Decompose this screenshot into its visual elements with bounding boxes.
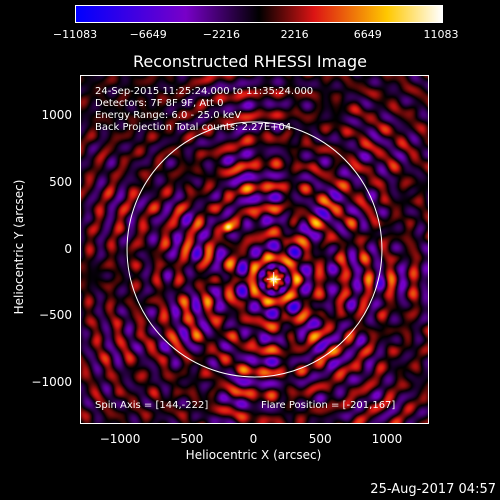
y-tick-label: 1000 [41,108,72,123]
solar-limb-circle [126,121,383,378]
colorbar-tick-label: −6649 [129,28,167,41]
spin-axis-marker [266,272,281,287]
colorbar-tick-label: −2216 [202,28,241,41]
time-range-text: 24-Sep-2015 11:25:24.000 to 11:35:24.000 [95,86,314,97]
image-plot: 24-Sep-2015 11:25:24.000 to 11:35:24.000… [80,75,429,424]
method-counts-text: Back Projection Total counts: 2.27E+04 [95,122,292,133]
y-tick-label: −500 [39,308,72,323]
colorbar-tick-label: −11083 [52,28,98,41]
colorbar-tick-label: 11083 [423,28,459,41]
x-axis-label: Heliocentric X (arcsec) [185,448,322,462]
colorbar-tick-label: 2216 [280,28,309,41]
x-tick-label: 1000 [371,432,403,446]
image-overlay [126,121,383,378]
y-axis-label: Heliocentric Y (arcsec) [12,179,26,315]
y-tick-label: 500 [49,174,72,189]
y-tick-label: −1000 [31,374,72,389]
footer-date: 25-Aug-2017 04:57 [370,482,496,497]
x-tick-label: −1000 [99,432,141,446]
x-tick-label: 0 [249,432,258,446]
x-tick-label: −500 [170,432,204,446]
flare-position-text: Flare Position = [-201,167] [261,400,396,411]
x-tick-label: 500 [308,432,332,446]
detectors-text: Detectors: 7F 8F 9F, Att 0 [95,98,224,109]
plot-title: Reconstructed RHESSI Image [133,52,367,71]
colorbar-tick-label: 6649 [353,28,382,41]
energy-range-text: Energy Range: 6.0 - 25.0 keV [95,110,242,121]
spin-axis-text: Spin Axis = [144,-222] [95,400,209,411]
y-tick-label: 0 [64,241,72,256]
colorbar [75,5,443,23]
rhessi-image [81,76,428,423]
